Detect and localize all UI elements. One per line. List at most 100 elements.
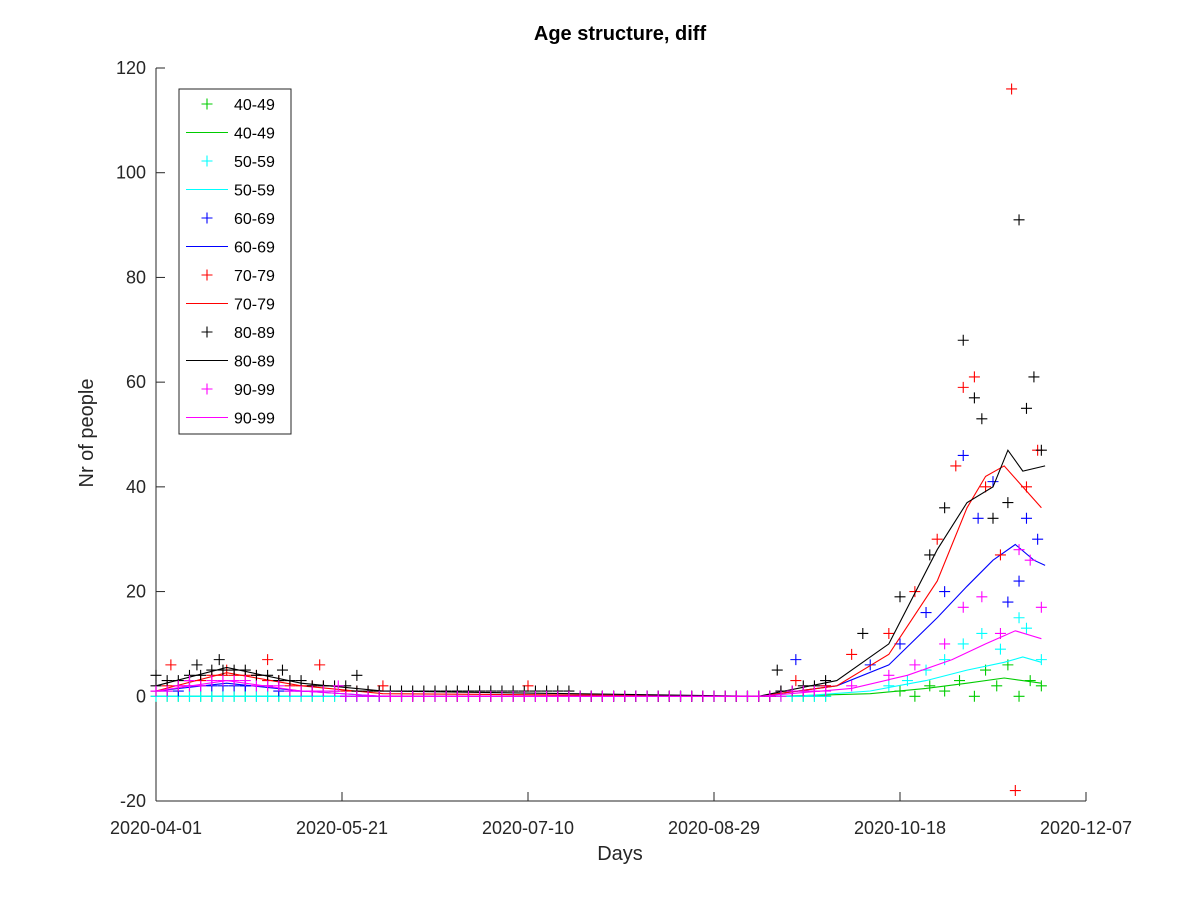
plot-area [150, 83, 1047, 797]
marker-90-99 [663, 690, 675, 702]
marker-90-99 [340, 690, 352, 702]
marker-40-49 [924, 680, 936, 692]
y-tick-label: 0 [136, 686, 146, 706]
marker-90-99 [652, 690, 664, 702]
marker-50-59 [883, 680, 895, 692]
marker-70-79 [980, 481, 992, 493]
marker-40-49 [894, 685, 906, 697]
marker-90-99 [686, 690, 698, 702]
marker-80-89 [1002, 497, 1014, 509]
marker-80-89 [228, 664, 240, 676]
marker-90-99 [697, 690, 709, 702]
marker-90-99 [753, 690, 765, 702]
marker-70-79 [314, 659, 326, 671]
marker-90-99 [820, 685, 832, 697]
marker-60-69 [1002, 596, 1014, 608]
marker-90-99 [541, 690, 553, 702]
marker-40-49 [1035, 680, 1047, 692]
marker-90-99 [228, 675, 240, 687]
marker-70-79 [883, 627, 895, 639]
marker-90-99 [1035, 601, 1047, 613]
marker-80-89 [351, 669, 363, 681]
marker-90-99 [846, 680, 858, 692]
series-60-69 [150, 449, 1046, 702]
legend-marker [201, 326, 213, 338]
marker-80-89 [939, 502, 951, 514]
marker-80-89 [1020, 402, 1032, 414]
marker-80-89 [161, 675, 173, 687]
marker-40-49 [939, 685, 951, 697]
marker-40-49 [968, 690, 980, 702]
marker-50-59 [994, 643, 1006, 655]
legend-marker [201, 155, 213, 167]
marker-70-79 [994, 549, 1006, 561]
marker-70-79 [957, 381, 969, 393]
marker-50-59 [957, 638, 969, 650]
marker-90-99 [797, 685, 809, 697]
marker-60-69 [939, 586, 951, 598]
marker-90-99 [317, 685, 329, 697]
x-tick-label: 2020-08-29 [668, 818, 760, 838]
marker-80-89 [771, 664, 783, 676]
marker-50-59 [1035, 654, 1047, 666]
x-tick-label: 2020-05-21 [296, 818, 388, 838]
marker-80-89 [894, 591, 906, 603]
marker-90-99 [306, 685, 318, 697]
marker-60-69 [1013, 575, 1025, 587]
marker-80-89 [284, 675, 296, 687]
legend-marker [201, 383, 213, 395]
marker-50-59 [195, 690, 207, 702]
legend-label: 50-59 [234, 183, 275, 200]
marker-70-79 [1006, 83, 1018, 95]
marker-90-99 [552, 690, 564, 702]
marker-40-49 [1013, 690, 1025, 702]
marker-80-89 [1035, 444, 1047, 456]
marker-60-69 [1020, 512, 1032, 524]
marker-90-99 [563, 690, 575, 702]
marker-80-89 [924, 549, 936, 561]
series-line-90-99 [155, 630, 1042, 697]
marker-80-89 [857, 627, 869, 639]
series-line-50-59 [156, 656, 1042, 697]
marker-90-99 [451, 690, 463, 702]
marker-90-99 [764, 690, 776, 702]
x-tick-label: 2020-07-10 [482, 818, 574, 838]
marker-90-99 [284, 685, 296, 697]
marker-90-99 [976, 591, 988, 603]
marker-60-69 [920, 607, 932, 619]
marker-50-59 [1020, 622, 1032, 634]
marker-50-59 [939, 654, 951, 666]
x-tick-label: 2020-12-07 [1040, 818, 1132, 838]
marker-90-99 [507, 690, 519, 702]
marker-90-99 [574, 690, 586, 702]
marker-90-99 [608, 690, 620, 702]
marker-90-99 [362, 690, 374, 702]
y-tick-label: -20 [120, 791, 146, 811]
marker-90-99 [262, 680, 274, 692]
marker-50-59 [262, 690, 274, 702]
marker-50-59 [250, 690, 262, 702]
marker-90-99 [250, 680, 262, 692]
marker-90-99 [585, 690, 597, 702]
marker-90-99 [373, 690, 385, 702]
marker-90-99 [775, 690, 787, 702]
marker-90-99 [641, 690, 653, 702]
legend-marker [201, 212, 213, 224]
marker-80-89 [1013, 214, 1025, 226]
legend-label: 40-49 [234, 97, 275, 114]
marker-60-69 [864, 659, 876, 671]
marker-80-89 [295, 675, 307, 687]
marker-80-89 [987, 512, 999, 524]
marker-80-89 [957, 334, 969, 346]
y-axis-label: Nr of people [76, 379, 98, 488]
x-axis-label: Days [597, 843, 643, 865]
marker-80-89 [195, 669, 207, 681]
marker-70-79 [909, 586, 921, 598]
marker-90-99 [883, 669, 895, 681]
marker-80-89 [250, 669, 262, 681]
marker-90-99 [396, 690, 408, 702]
marker-90-99 [217, 675, 229, 687]
y-tick-label: 20 [126, 582, 146, 602]
y-tick-label: 100 [116, 163, 146, 183]
